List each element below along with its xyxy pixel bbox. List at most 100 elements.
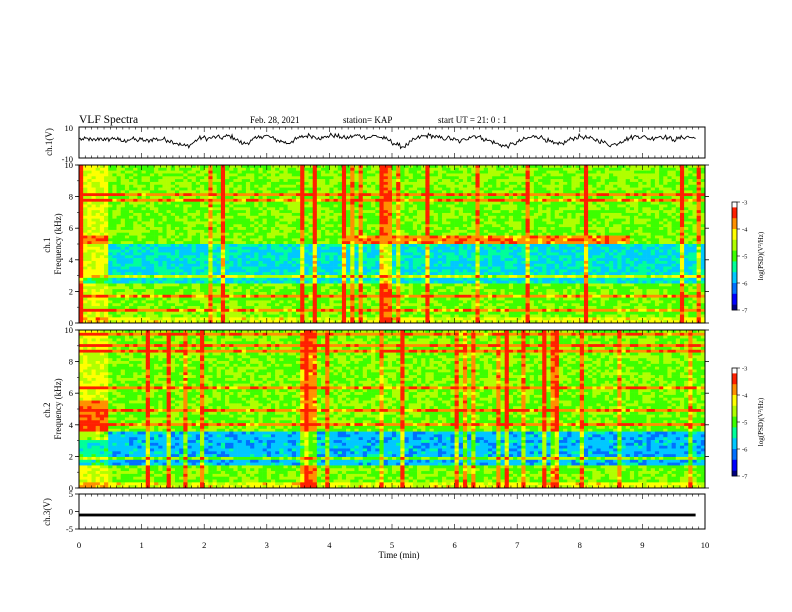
spectrogram-cell xyxy=(116,187,122,191)
spectrogram-cell xyxy=(333,317,339,321)
spectrogram-cell xyxy=(258,300,263,304)
spectrogram-cell xyxy=(417,246,422,250)
spectrogram-cell xyxy=(383,173,389,177)
spectrogram-cell xyxy=(425,235,430,239)
spectrogram-cell xyxy=(387,204,393,208)
spectrogram-cell xyxy=(104,266,109,270)
spectrogram-cell xyxy=(354,289,359,293)
spectrogram-cell xyxy=(429,249,435,253)
spectrogram-cell xyxy=(433,291,439,296)
spectrogram-cell xyxy=(442,165,447,169)
spectrogram-cell xyxy=(124,297,130,301)
spectrogram-cell xyxy=(375,179,380,183)
spectrogram-cell xyxy=(300,272,305,276)
spectrogram-cell xyxy=(99,181,105,186)
spectrogram-cell xyxy=(91,258,96,262)
spectrogram-cell xyxy=(358,221,364,225)
spectrogram-cell xyxy=(108,229,113,234)
spectrogram-cell xyxy=(387,266,393,270)
spectrogram-cell xyxy=(270,297,276,301)
spectrogram-cell xyxy=(354,280,359,284)
spectrogram-cell xyxy=(245,224,251,228)
spectrogram-cell xyxy=(371,314,376,318)
spectrogram-cell xyxy=(179,221,184,225)
spectrogram-cell xyxy=(316,184,322,188)
spectrogram-cell xyxy=(245,308,251,313)
spectrogram-cell xyxy=(237,263,243,267)
spectrogram-cell xyxy=(116,204,122,208)
spectrogram-cell xyxy=(308,218,313,222)
spectrogram-cell xyxy=(358,227,364,231)
spectrogram-cell xyxy=(346,277,351,281)
spectrogram-cell xyxy=(154,297,159,301)
spectrogram-cell xyxy=(200,181,205,186)
spectrogram-cell xyxy=(304,193,309,197)
spectrogram-cell xyxy=(212,167,218,171)
spectrogram-cell xyxy=(124,249,130,253)
spectrogram-cell xyxy=(154,303,159,307)
spectrogram-cell xyxy=(212,249,218,253)
spectrogram-cell xyxy=(412,196,418,200)
spectrogram-cell xyxy=(266,207,272,211)
spectrogram-cell xyxy=(225,232,230,236)
spectrogram-cell xyxy=(433,263,439,267)
spectrogram-cell xyxy=(275,181,280,186)
spectrogram-cell xyxy=(329,297,334,301)
spectrogram-cell xyxy=(446,286,451,290)
spectrogram-cell xyxy=(446,173,451,177)
spectrogram-cell xyxy=(300,311,305,315)
spectrogram-cell xyxy=(354,297,359,301)
spectrogram-cell xyxy=(358,207,364,211)
spectrogram-cell xyxy=(137,241,142,245)
spectrogram-cell xyxy=(337,260,343,265)
spectrogram-cell xyxy=(354,303,359,307)
spectrogram-cell xyxy=(291,218,297,222)
spectrogram-cell xyxy=(112,294,117,298)
spectrogram-cell xyxy=(383,184,389,188)
spectrogram-cell xyxy=(141,212,147,217)
spectrogram-cell xyxy=(141,306,147,310)
spectrogram-cell xyxy=(296,252,301,256)
spectrogram-cell xyxy=(300,263,305,267)
spectrogram-cell xyxy=(225,306,230,310)
spectrogram-cell xyxy=(149,291,155,296)
spectrogram-cell xyxy=(333,258,339,262)
spectrogram-cell xyxy=(250,249,255,253)
spectrogram-cell xyxy=(354,181,359,186)
spectrogram-cell xyxy=(250,252,255,256)
spectrogram-cell xyxy=(154,210,159,214)
spectrogram-cell xyxy=(170,218,176,222)
spectrogram-cell xyxy=(158,241,163,245)
spectrogram-cell xyxy=(133,308,138,313)
spectrogram-cell xyxy=(129,320,134,324)
spectrogram-cell xyxy=(187,204,192,208)
spectrogram-cell xyxy=(241,246,247,250)
spectrogram-cell xyxy=(375,294,380,298)
spectrogram-cell xyxy=(333,207,339,211)
spectrogram-cell xyxy=(375,297,380,301)
spectrogram-cell xyxy=(133,246,138,250)
spectrogram-cell xyxy=(371,184,376,188)
spectrogram-cell xyxy=(437,207,443,211)
spectrogram-cell xyxy=(425,167,430,171)
spectrogram-cell xyxy=(337,181,343,186)
spectrogram-cell xyxy=(425,283,430,287)
spectrogram-cell xyxy=(354,201,359,205)
spectrogram-cell xyxy=(229,297,234,301)
spectrogram-cell xyxy=(383,232,389,236)
spectrogram-cell xyxy=(437,275,443,279)
spectrogram-cell xyxy=(404,241,409,245)
spectrogram-cell xyxy=(316,246,322,250)
spectrogram-cell xyxy=(220,167,226,171)
spectrogram-cell xyxy=(325,252,330,256)
spectrogram-cell xyxy=(154,173,159,177)
spectrogram-cell xyxy=(341,291,347,296)
spectrogram-cell xyxy=(154,215,159,219)
spectrogram-cell xyxy=(166,173,172,177)
spectrogram-cell xyxy=(375,303,380,307)
spectrogram-cell xyxy=(362,311,368,315)
spectrogram-cell xyxy=(229,232,234,236)
spectrogram-cell xyxy=(212,170,218,174)
spectrogram-cell xyxy=(116,218,122,222)
spectrogram-cell xyxy=(329,212,334,217)
